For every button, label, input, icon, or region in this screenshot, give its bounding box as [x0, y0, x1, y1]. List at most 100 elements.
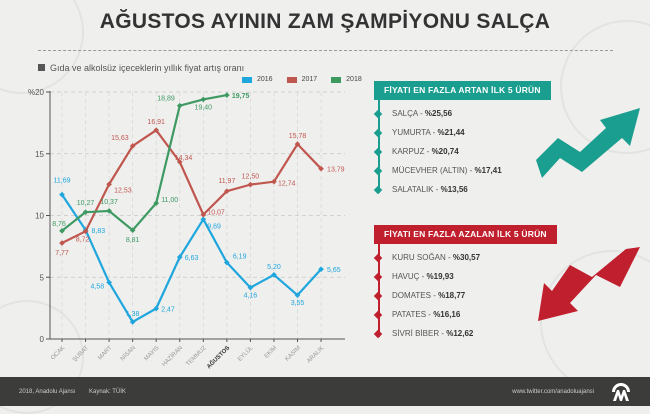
ranked-product-item: KURU SOĞAN - %30,57 [373, 248, 557, 267]
svg-text:5,20: 5,20 [267, 264, 281, 271]
diamond-bullet-icon [373, 128, 383, 138]
twitter-link[interactable]: www.twitter.com/anadoluajansi [512, 389, 594, 395]
product-name: YUMURTA - [392, 128, 438, 137]
ranked-product-item: SALÇA - %25,56 [373, 104, 551, 123]
svg-text:4,58: 4,58 [90, 283, 104, 290]
diamond-bullet-icon [373, 166, 383, 176]
svg-text:10: 10 [35, 212, 44, 221]
svg-text:0: 0 [40, 335, 45, 344]
svg-text:6,63: 6,63 [185, 255, 199, 262]
svg-text:14,34: 14,34 [175, 155, 193, 162]
svg-text:12,50: 12,50 [242, 174, 260, 181]
svg-text:5,65: 5,65 [327, 267, 341, 274]
copyright-text: 2018, Anadolu Ajansı [19, 389, 76, 395]
product-name: SİVRİ BİBER - [392, 329, 447, 338]
decrease-panel: FİYATI EN FAZLA AZALAN İLK 5 ÜRÜN KURU S… [373, 224, 557, 343]
chart-subtitle: Gıda ve alkolsüz içeceklerin yıllık fiya… [38, 63, 244, 73]
diamond-bullet-icon [373, 185, 383, 195]
anadolu-ajansi-logo-icon [612, 383, 630, 401]
svg-text:NİSAN: NİSAN [119, 344, 137, 362]
product-name: SALATALIK - [392, 185, 441, 194]
svg-text:ARALIK: ARALIK [306, 345, 325, 364]
svg-text:ŞUBAT: ŞUBAT [72, 345, 90, 363]
footer: 2018, Anadolu Ajansı Kaynak: TÜİK www.tw… [0, 377, 650, 406]
svg-text:16,91: 16,91 [147, 119, 165, 126]
ranked-product-item: YUMURTA - %21,44 [373, 123, 551, 142]
series-2017: 7,77 8,72 12,53 15,63 16,91 14,34 10,07 11,97 12… [55, 119, 344, 257]
product-change-value: %20,74 [431, 147, 459, 156]
product-change-value: %25,56 [424, 109, 453, 118]
product-name: DOMATES - [392, 291, 439, 300]
diamond-bullet-icon [373, 291, 383, 301]
bullet-square-icon [38, 64, 45, 71]
svg-text:8,83: 8,83 [92, 228, 106, 235]
svg-text:18,89: 18,89 [157, 96, 175, 103]
svg-text:TEMMUZ: TEMMUZ [185, 345, 208, 368]
svg-text:10,27: 10,27 [77, 200, 95, 207]
ranked-product-item: SALATALIK - %13,56 [373, 180, 551, 199]
svg-text:5: 5 [40, 273, 45, 282]
svg-text:3,55: 3,55 [291, 300, 305, 307]
product-change-value: %13,56 [440, 185, 468, 194]
increase-list: SALÇA - %25,56 YUMURTA - %21,44 KARPUZ - %… [373, 100, 551, 199]
svg-text:11,97: 11,97 [218, 178, 235, 185]
legend-label: 2018 [346, 76, 362, 83]
product-name: KURU SOĞAN - [392, 253, 453, 262]
decrease-panel-header: FİYATI EN FAZLA AZALAN İLK 5 ÜRÜN [374, 225, 557, 244]
svg-text:15: 15 [35, 150, 44, 159]
ranked-product-item: HAVUÇ - %19,93 [373, 267, 557, 286]
legend-swatch [242, 76, 252, 83]
svg-text:6,19: 6,19 [233, 254, 247, 261]
timeline-line [378, 244, 380, 337]
legend-label: 2016 [257, 76, 273, 83]
product-change-value: %18,77 [438, 291, 466, 300]
trend-down-arrow-icon [538, 247, 640, 321]
svg-text:13,79: 13,79 [327, 167, 345, 174]
diamond-bullet-icon [373, 272, 383, 282]
svg-text:15,63: 15,63 [111, 135, 129, 142]
source-text: Kaynak: TÜİK [89, 389, 126, 395]
svg-text:11,00: 11,00 [161, 197, 178, 204]
product-name: SALÇA - [392, 109, 425, 118]
legend-label: 2017 [301, 76, 318, 83]
product-change-value: %21,44 [437, 128, 465, 137]
svg-text:4,16: 4,16 [244, 293, 258, 300]
svg-text:AĞUSTOS: AĞUSTOS [205, 344, 232, 371]
svg-text:8,81: 8,81 [126, 237, 140, 244]
series-2016: 11,69 8,83 4,58 1,38 2,47 6,63 9,69 6,19 4,16 5,2… [54, 178, 341, 325]
increase-panel: FİYATI EN FAZLA ARTAN İLK 5 ÜRÜN SALÇA -… [373, 80, 551, 199]
chart-legend: 2016 2017 2018 [242, 76, 362, 83]
product-change-value: %16,16 [433, 310, 461, 319]
diamond-bullet-icon [373, 147, 383, 157]
title-divider [38, 50, 613, 51]
svg-text:2,47: 2,47 [161, 306, 175, 313]
svg-text:19,40: 19,40 [195, 104, 213, 111]
product-change-value: %17,41 [474, 166, 502, 175]
product-change-value: %19,93 [426, 272, 454, 281]
ranked-product-item: KARPUZ - %20,74 [373, 142, 551, 161]
diamond-bullet-icon [373, 109, 383, 119]
svg-text:12,74: 12,74 [278, 181, 296, 188]
ranked-product-item: DOMATES - %18,77 [373, 286, 557, 305]
timeline-line [378, 100, 380, 193]
legend-item-2018: 2018 [331, 76, 362, 83]
ranked-product-item: SİVRİ BİBER - %12,62 [373, 324, 557, 343]
svg-text:8,72: 8,72 [76, 236, 90, 243]
legend-swatch [286, 76, 297, 83]
svg-text:10,37: 10,37 [100, 199, 118, 206]
product-name: KARPUZ - [392, 147, 432, 156]
product-change-value: %12,62 [446, 329, 474, 338]
product-change-value: %30,57 [452, 253, 481, 262]
series-2018: 8,76 10,27 10,37 8,81 11,00 18,89 19,40 19,75 [52, 92, 249, 244]
diamond-bullet-icon [373, 329, 383, 339]
svg-text:EKİM: EKİM [263, 344, 278, 359]
subtitle-text: Gıda ve alkolsüz içeceklerin yıllık fiya… [50, 63, 245, 73]
svg-text:%20: %20 [28, 88, 45, 97]
svg-text:11,69: 11,69 [54, 178, 71, 185]
ranked-product-item: MÜCEVHER (ALTIN) - %17,41 [373, 161, 551, 180]
increase-panel-header: FİYATI EN FAZLA ARTAN İLK 5 ÜRÜN [374, 81, 551, 100]
legend-item-2017: 2017 [286, 76, 318, 83]
product-name: MÜCEVHER (ALTIN) - [392, 166, 475, 175]
svg-text:15,78: 15,78 [289, 133, 307, 140]
product-name: PATATES - [392, 310, 434, 319]
